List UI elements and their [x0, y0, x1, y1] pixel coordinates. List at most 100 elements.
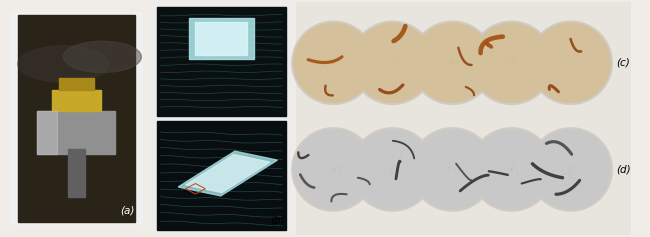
Point: [430, 173, 440, 177]
Point: [420, 68, 430, 72]
Point: [393, 72, 403, 76]
Point: [367, 74, 378, 77]
Point: [507, 165, 517, 169]
Point: [586, 51, 597, 55]
Point: [462, 163, 473, 167]
Point: [448, 145, 458, 149]
Point: [392, 28, 402, 32]
Point: [389, 168, 400, 172]
Point: [432, 174, 443, 178]
Point: [482, 153, 492, 157]
Point: [430, 196, 441, 200]
Point: [413, 158, 424, 162]
Point: [522, 169, 532, 172]
Point: [516, 62, 526, 66]
Point: [460, 197, 471, 201]
Point: [325, 53, 335, 57]
Point: [447, 62, 457, 66]
Point: [473, 43, 483, 47]
Point: [328, 165, 339, 169]
Point: [510, 64, 520, 68]
Point: [460, 59, 470, 63]
Point: [510, 76, 520, 79]
Point: [542, 170, 552, 174]
Point: [528, 188, 539, 192]
Point: [564, 168, 575, 171]
Point: [578, 182, 589, 186]
Point: [318, 59, 329, 63]
Bar: [52, 90, 101, 111]
Point: [406, 151, 416, 155]
Point: [541, 48, 552, 52]
Point: [513, 170, 523, 174]
Point: [425, 65, 436, 69]
Point: [569, 59, 580, 63]
Point: [510, 48, 520, 51]
Point: [493, 175, 504, 178]
Point: [385, 173, 396, 177]
Point: [344, 154, 355, 158]
Point: [488, 158, 498, 161]
Point: [531, 82, 541, 86]
Point: [387, 62, 397, 66]
Point: [470, 46, 480, 50]
Point: [322, 72, 333, 76]
Point: [499, 55, 510, 58]
Point: [507, 166, 517, 169]
Point: [372, 162, 382, 166]
Point: [339, 141, 350, 145]
Point: [439, 66, 449, 70]
Bar: [38, 111, 116, 154]
Text: (c): (c): [616, 58, 630, 68]
Point: [567, 60, 578, 64]
Point: [338, 137, 348, 141]
Point: [377, 153, 387, 157]
Ellipse shape: [471, 129, 552, 210]
Point: [571, 200, 582, 204]
Point: [330, 65, 341, 69]
Point: [318, 62, 328, 65]
Point: [515, 146, 525, 150]
Point: [549, 140, 560, 144]
Point: [591, 59, 601, 62]
Point: [453, 162, 463, 165]
Point: [543, 57, 554, 61]
Point: [340, 65, 350, 69]
Point: [548, 78, 558, 82]
Point: [324, 67, 334, 70]
Point: [421, 168, 431, 172]
Point: [452, 141, 463, 145]
Point: [554, 160, 565, 163]
Point: [378, 159, 389, 163]
Point: [339, 74, 350, 78]
Point: [450, 181, 460, 184]
Ellipse shape: [352, 23, 433, 103]
Point: [315, 182, 326, 186]
Point: [378, 61, 388, 65]
Point: [508, 59, 518, 62]
Point: [532, 64, 543, 68]
Point: [354, 147, 365, 151]
Point: [460, 67, 470, 71]
Point: [462, 64, 473, 67]
Point: [398, 161, 408, 165]
Bar: [10, 12, 143, 225]
Point: [566, 61, 577, 65]
Point: [467, 169, 477, 173]
Point: [318, 147, 329, 150]
Point: [444, 167, 454, 171]
Point: [335, 167, 345, 171]
Point: [450, 77, 460, 81]
Point: [434, 182, 444, 185]
Point: [542, 182, 552, 186]
Point: [553, 175, 564, 179]
Point: [557, 169, 567, 173]
Point: [448, 179, 458, 183]
Point: [329, 61, 339, 65]
Point: [503, 178, 514, 182]
Point: [571, 39, 582, 43]
Bar: [157, 7, 286, 116]
Ellipse shape: [18, 46, 109, 82]
Point: [335, 167, 345, 171]
Point: [493, 68, 504, 72]
